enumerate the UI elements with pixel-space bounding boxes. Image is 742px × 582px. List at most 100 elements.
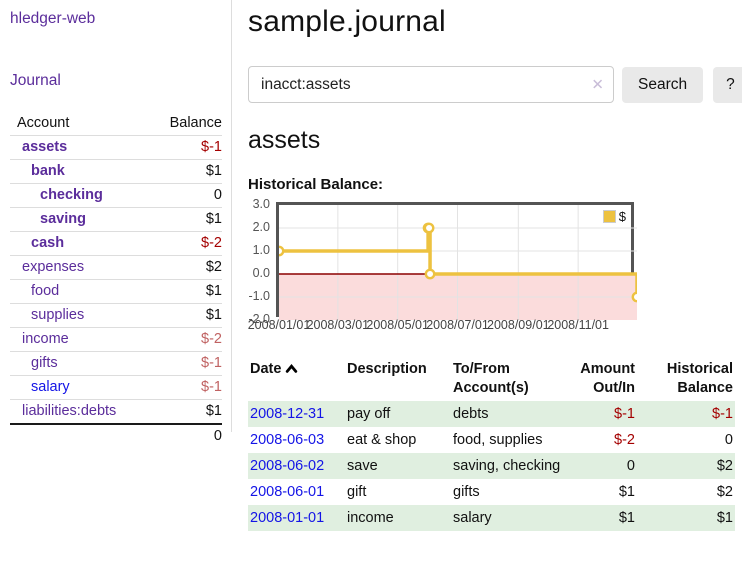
register-header-balance: Historical Balance [666,361,733,396]
account-link[interactable]: expenses [22,259,85,275]
accounts-total-spacer [10,423,146,448]
account-heading: assets [248,126,321,154]
clear-search-icon[interactable]: ✕ [591,76,604,93]
accounts-total-row: 0 [10,423,222,448]
accounts-cell: salary [453,510,492,526]
amount-cell: 0 [626,458,635,474]
accounts-header-balance: Balance [146,112,222,136]
sidebar-divider [231,0,232,432]
account-link[interactable]: cash [31,235,65,251]
account-row: income $-2 [10,327,222,352]
date-cell: 2008-06-03 [248,427,345,453]
account-row: salary $-1 [10,375,222,400]
date-cell: 2008-06-02 [248,453,345,479]
account-row: bank $1 [10,159,222,184]
account-balance: $-2 [146,327,222,352]
search-bar: ✕ Search ? [248,66,742,103]
account-row: supplies $1 [10,303,222,328]
transaction-date-link[interactable]: 2008-12-31 [250,406,325,422]
account-balance: $1 [146,399,222,425]
date-cell: 2008-12-31 [248,401,345,427]
balance-cell: $2 [716,484,733,500]
account-row: expenses $2 [10,255,222,280]
register-header-description: Description [347,361,427,377]
accounts-table: Account Balance assets $-1 bank $1 checking 0… [10,112,222,448]
account-link[interactable]: supplies [31,307,85,323]
search-input[interactable] [248,66,614,103]
x-tick-label: 2008/01/01 [247,318,311,332]
amount-cell: $1 [618,510,635,526]
account-balance: $2 [146,255,222,280]
accounts-cell: saving, checking [453,458,561,474]
balance-cell: $2 [716,458,733,474]
brand-link[interactable]: hledger-web [10,10,96,27]
account-link[interactable]: food [31,283,60,299]
account-link[interactable]: salary [31,379,70,395]
amount-cell: $1 [618,484,635,500]
balance-cell: $1 [716,510,733,526]
account-link[interactable]: assets [22,139,68,155]
account-link[interactable]: income [22,331,69,347]
balance-cell: $-1 [712,406,733,422]
accounts-header-account: Account [10,112,146,136]
register-header-amount: Amount Out/In [580,361,635,396]
register-table: Date Description To/From Account(s) Amoun… [248,357,735,531]
transaction-row: 2008-06-01 gift gifts $1 $2 [248,479,735,505]
account-link[interactable]: liabilities:debts [22,403,117,419]
historical-balance-chart: 3.0 2.0 1.0 0.0 -1.0 -2.0 $2008/01/01 2008/03/0… [247,197,742,341]
sort-ascending-icon [286,364,298,373]
register-header-date[interactable]: Date [248,357,345,401]
nav-journal-link[interactable]: Journal [10,72,61,89]
date-cell: 2008-06-01 [248,479,345,505]
y-tick-label: -1.0 [248,289,270,303]
account-balance: $1 [146,279,222,304]
transaction-row: 2008-12-31 pay off debts $-1 $-1 [248,401,735,427]
account-row: gifts $-1 [10,351,222,376]
y-tick-label: 1.0 [252,243,270,257]
x-tick-label: 2008/11/01 [547,318,609,332]
transaction-date-link[interactable]: 2008-06-02 [250,458,325,474]
account-row: saving $1 [10,207,222,232]
transaction-date-link[interactable]: 2008-01-01 [250,510,325,526]
register-header-accounts: To/From Account(s) [453,361,529,396]
chart-plot-area: $ [276,202,637,320]
account-balance: $-1 [146,135,222,160]
description-cell: pay off [347,406,391,422]
accounts-header-row: Account Balance [10,112,222,136]
account-balance: $-2 [146,231,222,256]
y-tick-label: -2.0 [248,312,270,326]
account-link[interactable]: checking [40,187,103,203]
amount-cell: $-1 [614,406,635,422]
balance-cell: 0 [724,432,733,448]
main-panel: sample.journal ✕ Search ? assets Histori… [232,0,742,531]
accounts-cell: food, supplies [453,432,543,448]
x-tick-label: 2008/07/01 [426,318,489,332]
sidebar: hledger-web Journal Account Balance asse… [0,0,232,531]
search-button[interactable]: Search [622,66,704,103]
x-tick-label: 2008/09/01 [487,318,550,332]
legend-swatch-icon [602,210,616,223]
transaction-date-link[interactable]: 2008-06-01 [250,484,325,500]
account-balance: $1 [146,159,222,184]
description-cell: gift [347,484,367,500]
legend-label: $ [618,209,626,224]
description-cell: eat & shop [347,432,417,448]
transaction-row: 2008-06-03 eat & shop food, supplies $-2 0 [248,427,735,453]
help-button[interactable]: ? [713,66,742,103]
account-link[interactable]: bank [31,163,65,179]
account-row: food $1 [10,279,222,304]
account-link[interactable]: saving [40,211,86,227]
description-cell: income [347,510,394,526]
transaction-date-link[interactable]: 2008-06-03 [250,432,325,448]
y-tick-label: 0.0 [252,266,270,280]
account-link[interactable]: gifts [31,355,58,371]
account-balance: $-1 [146,375,222,400]
date-cell: 2008-01-01 [248,505,345,531]
description-cell: save [347,458,378,474]
transaction-row: 2008-01-01 income salary $1 $1 [248,505,735,531]
account-row: cash $-2 [10,231,222,256]
page-title: sample.journal [248,5,446,38]
amount-cell: $-2 [614,432,635,448]
y-tick-label: 2.0 [252,220,270,234]
transaction-row: 2008-06-02 save saving, checking 0 $2 [248,453,735,479]
